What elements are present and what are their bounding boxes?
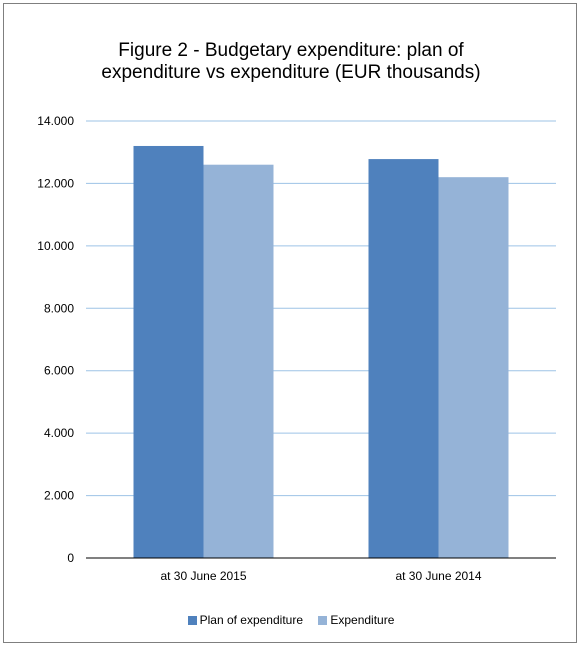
legend-swatch-expenditure [318,615,328,625]
y-tick-label: 8.000 [44,301,74,315]
x-tick-label: at 30 June 2014 [395,569,481,583]
legend-label-expenditure: Expenditure [330,613,395,627]
legend-swatch-plan [187,615,197,625]
bar-plan [133,145,204,558]
bar-plan [368,159,439,558]
y-tick-label: 2.000 [44,489,74,503]
chart-title: Figure 2 - Budgetary expenditure: plan o… [0,40,582,84]
chart-legend: Plan of expenditure Expenditure [0,613,582,628]
y-tick-label: 10.000 [37,239,74,253]
x-tick-label: at 30 June 2015 [160,569,246,583]
chart-title-line-2: expenditure vs expenditure (EUR thousand… [101,62,481,83]
y-tick-label: 12.000 [37,176,74,190]
y-tick-label: 4.000 [44,426,74,440]
y-tick-label: 0 [67,551,74,565]
legend-item-expenditure: Expenditure [318,613,394,627]
bar-expenditure [438,177,509,558]
y-tick-label: 6.000 [44,364,74,378]
legend-item-plan: Plan of expenditure [187,613,303,627]
chart-title-line-1: Figure 2 - Budgetary expenditure: plan o… [118,40,464,61]
y-tick-label: 14.000 [37,114,74,128]
bar-expenditure [203,164,274,558]
legend-label-plan: Plan of expenditure [199,613,303,627]
